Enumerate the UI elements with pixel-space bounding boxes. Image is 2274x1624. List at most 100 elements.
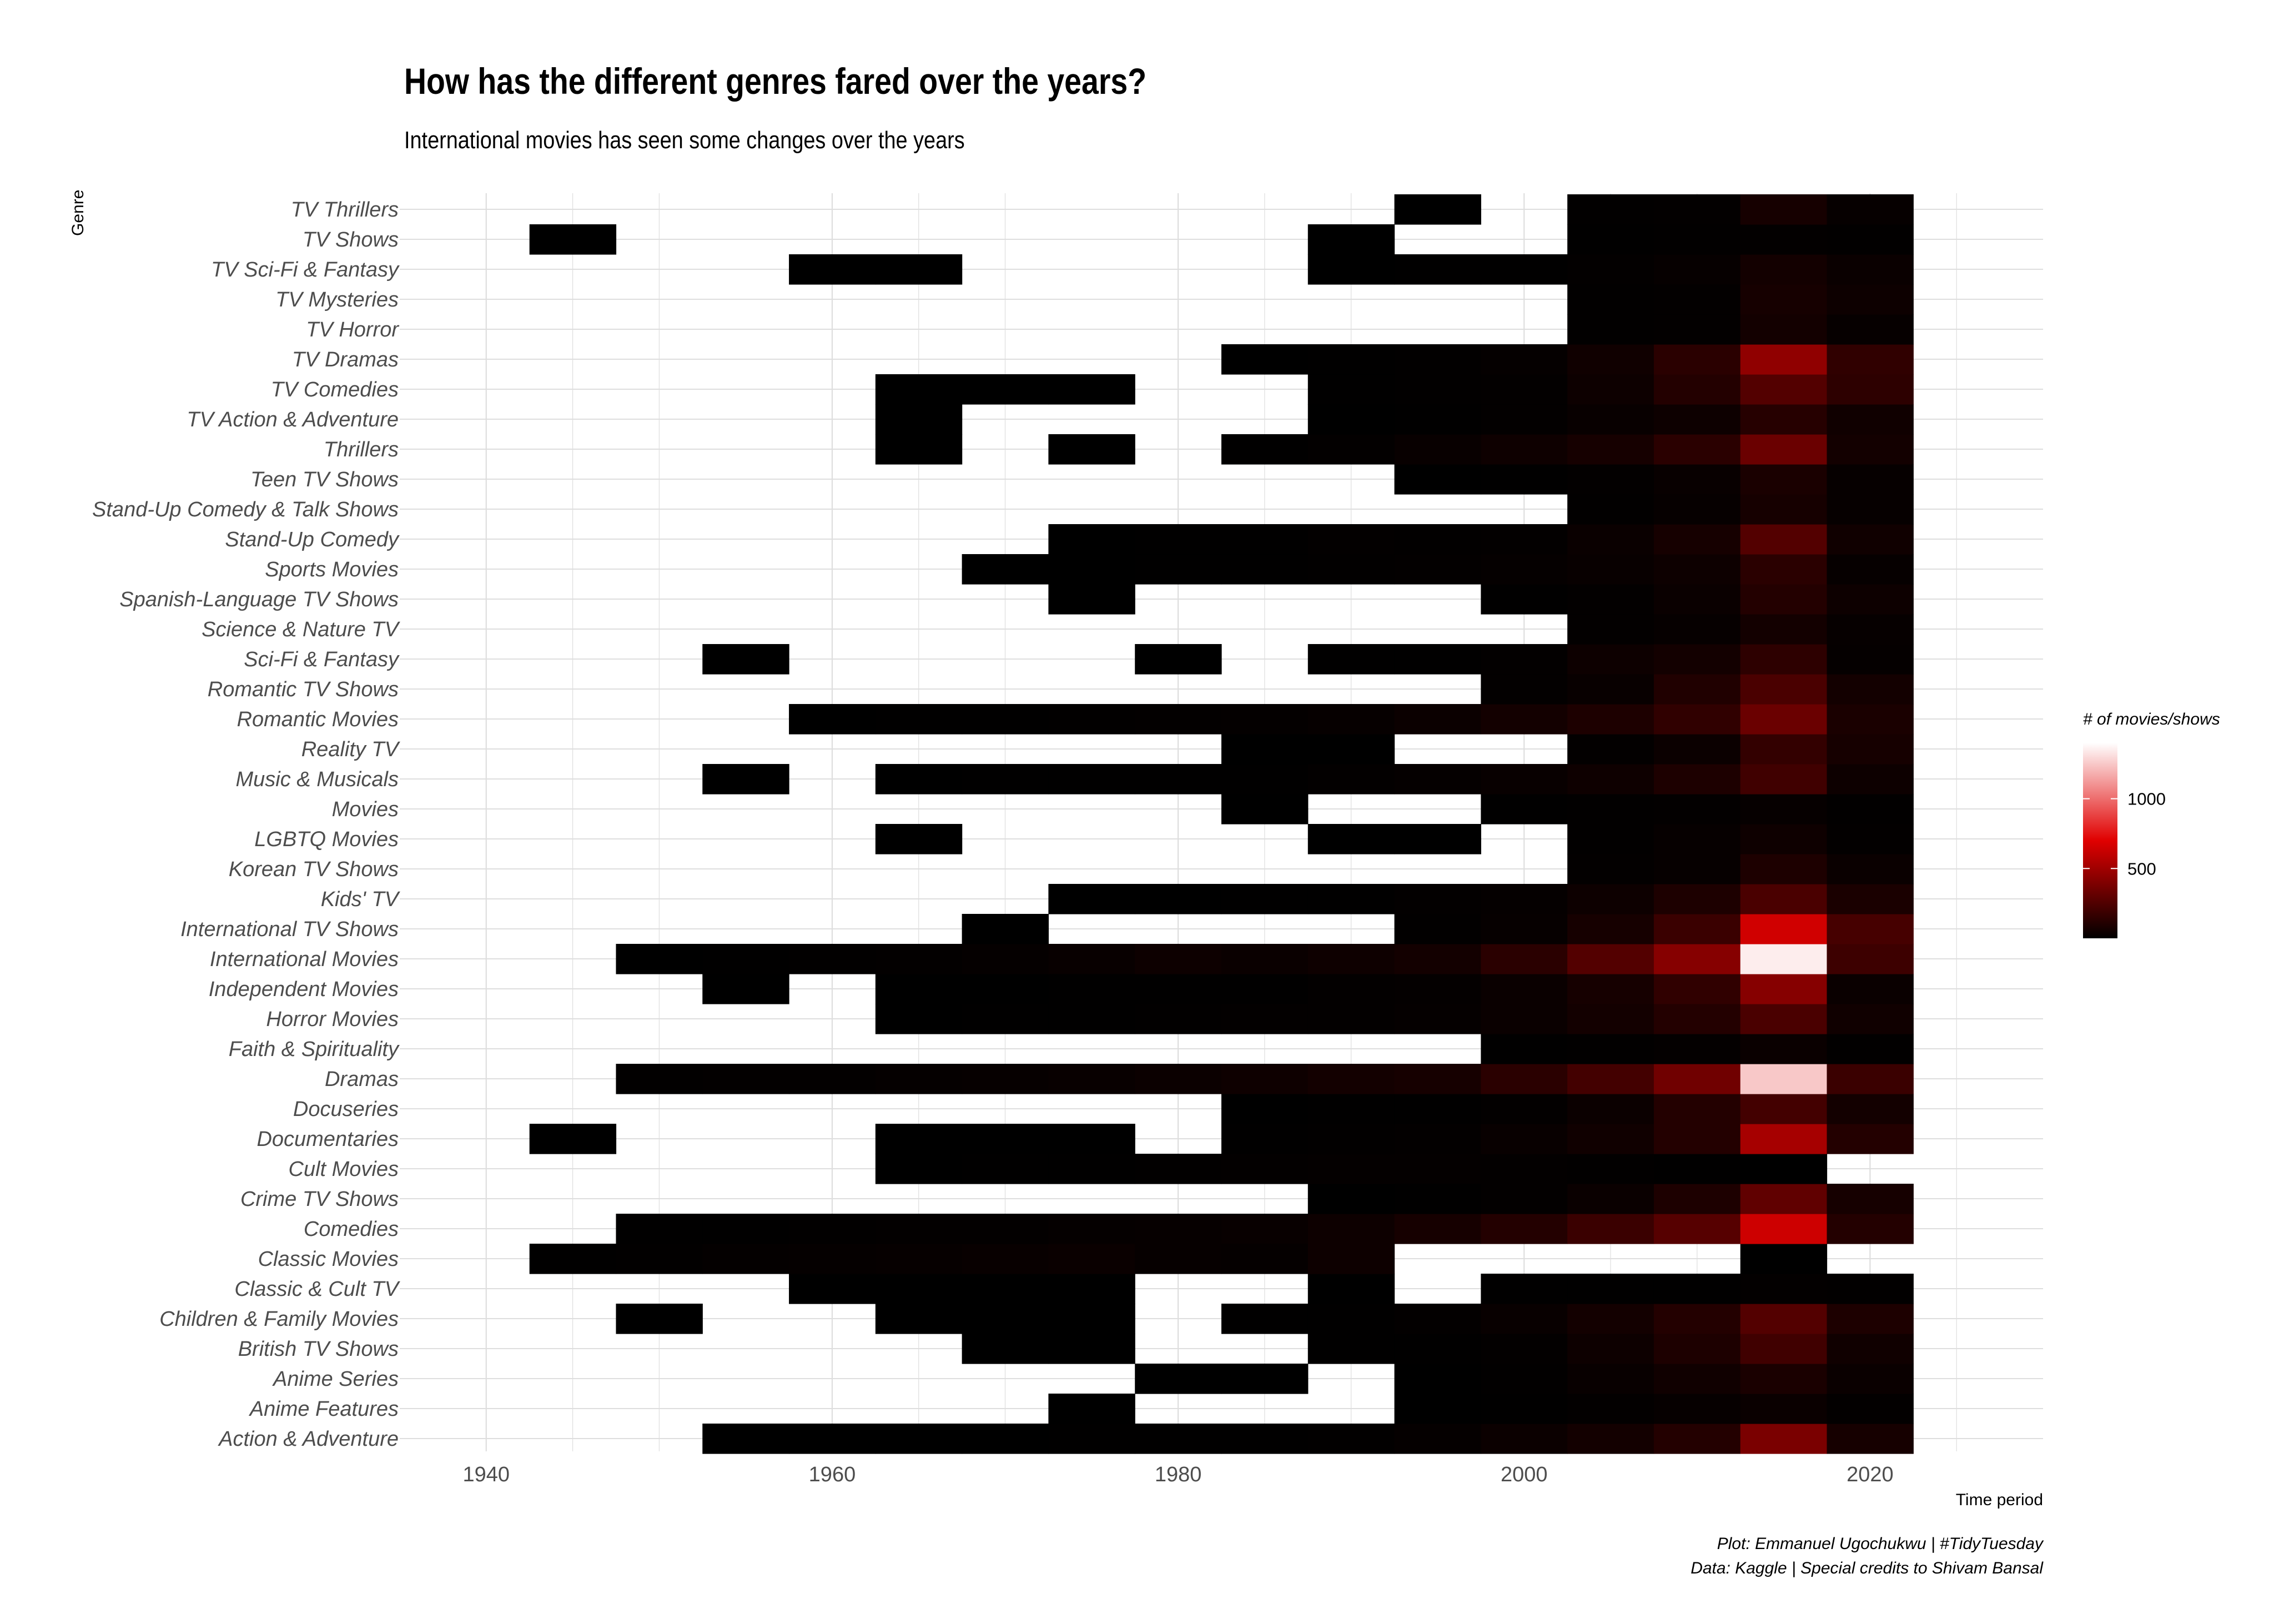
- heatmap-cell: [1653, 704, 1741, 735]
- heatmap-cell: [1048, 1394, 1135, 1424]
- heatmap-cell: [1307, 734, 1395, 765]
- heatmap-cell: [1048, 1244, 1135, 1274]
- heatmap-cell: [962, 764, 1049, 795]
- heatmap-cell: [1135, 704, 1222, 735]
- y-tick-label: Faith & Spirituality: [229, 1038, 400, 1061]
- heatmap-cell: [1740, 1124, 1828, 1154]
- y-tick-label: Romantic Movies: [237, 708, 399, 731]
- x-tick-label: 1980: [1155, 1463, 1202, 1486]
- heatmap-cell: [1567, 1034, 1654, 1064]
- heatmap-cell: [1740, 404, 1828, 435]
- heatmap-cell: [1827, 1274, 1914, 1304]
- heatmap-cell: [1394, 644, 1481, 675]
- heatmap-cell: [1827, 314, 1914, 345]
- heatmap-cell: [1653, 764, 1741, 795]
- heatmap-cell: [1653, 1424, 1741, 1454]
- heatmap-cell: [1221, 734, 1309, 765]
- heatmap-cell: [1394, 1394, 1481, 1424]
- heatmap-cell: [1827, 434, 1914, 465]
- heatmap-cell: [1827, 374, 1914, 405]
- heatmap-cell: [1740, 1364, 1828, 1394]
- caption-credits: Plot: Emmanuel Ugochukwu | #TidyTuesday: [1717, 1535, 2044, 1553]
- heatmap-cell: [1481, 1094, 1568, 1124]
- heatmap-cell: [1221, 1424, 1309, 1454]
- heatmap-cell: [1221, 554, 1309, 585]
- heatmap-cell: [1567, 974, 1654, 1004]
- heatmap-cell: [875, 1124, 963, 1154]
- heatmap-cell: [1653, 1184, 1741, 1214]
- heatmap-cell: [1827, 944, 1914, 974]
- heatmap-cell: [1307, 1124, 1395, 1154]
- heatmap-cell: [1221, 1214, 1309, 1244]
- chart-subtitle: International movies has seen some chang…: [404, 127, 965, 154]
- y-tick-label: Comedies: [304, 1218, 399, 1241]
- heatmap-cell: [1827, 764, 1914, 795]
- heatmap-cell: [1481, 1004, 1568, 1034]
- heatmap-cell: [1827, 494, 1914, 525]
- heatmap-cell: [1740, 1094, 1828, 1124]
- heatmap-cell: [1740, 1394, 1828, 1424]
- heatmap-cell: [1567, 254, 1654, 285]
- heatmap-cell: [1740, 494, 1828, 525]
- y-tick-label: Spanish-Language TV Shows: [119, 588, 399, 611]
- heatmap-cell: [1653, 1214, 1741, 1244]
- heatmap-cell: [1307, 1274, 1395, 1304]
- heatmap-cell: [1827, 1304, 1914, 1334]
- heatmap-cell: [962, 374, 1049, 405]
- heatmap-cell: [1567, 1004, 1654, 1034]
- heatmap-cell: [1827, 914, 1914, 944]
- heatmap-cell: [875, 254, 963, 285]
- heatmap-cell: [1481, 464, 1568, 495]
- heatmap-cell: [1135, 884, 1222, 914]
- heatmap-cell: [1653, 1394, 1741, 1424]
- y-tick-label: Stand-Up Comedy & Talk Shows: [92, 498, 399, 521]
- heatmap-cell: [1827, 344, 1914, 375]
- heatmap-cell: [1740, 764, 1828, 795]
- heatmap-cell: [1394, 914, 1481, 944]
- heatmap-cell: [1567, 194, 1654, 225]
- heatmap-cell: [1740, 884, 1828, 914]
- heatmap-cell: [1221, 524, 1309, 555]
- heatmap-cell: [962, 1154, 1049, 1184]
- heatmap-cell: [1827, 794, 1914, 824]
- heatmap-cell: [1740, 1274, 1828, 1304]
- heatmap-cell: [1653, 404, 1741, 435]
- heatmap-cell: [1827, 614, 1914, 645]
- heatmap-cell: [1740, 224, 1828, 255]
- heatmap-cell: [962, 914, 1049, 944]
- heatmap-cell: [1135, 1154, 1222, 1184]
- heatmap-cell: [875, 434, 963, 465]
- heatmap-cell: [875, 824, 963, 854]
- heatmap-cell: [1740, 794, 1828, 824]
- heatmap-cell: [1394, 434, 1481, 465]
- heatmap-cell: [1394, 1004, 1481, 1034]
- heatmap-cell: [702, 644, 789, 675]
- y-tick-label: Kids' TV: [321, 888, 401, 911]
- heatmap-cell: [1653, 1034, 1741, 1064]
- y-tick-label: Crime TV Shows: [240, 1188, 399, 1211]
- heatmap-cell: [1221, 974, 1309, 1004]
- heatmap-cell: [1740, 644, 1828, 675]
- heatmap-cell: [789, 1214, 876, 1244]
- heatmap-cell: [1307, 1214, 1395, 1244]
- heatmap-cell: [1394, 884, 1481, 914]
- heatmap-cell: [1481, 584, 1568, 615]
- heatmap-cell: [1048, 1004, 1135, 1034]
- heatmap-cell: [1740, 914, 1828, 944]
- heatmap-cell: [789, 254, 876, 285]
- heatmap-cell: [1740, 1214, 1828, 1244]
- heatmap-cell: [1394, 254, 1481, 285]
- heatmap-cell: [1567, 704, 1654, 735]
- heatmap-cell: [1653, 1334, 1741, 1364]
- heatmap-cell: [1740, 824, 1828, 854]
- heatmap-cell: [1394, 1424, 1481, 1454]
- heatmap-cell: [789, 704, 876, 735]
- y-tick-label: International TV Shows: [180, 918, 399, 941]
- heatmap-cell: [1653, 1124, 1741, 1154]
- heatmap-cell: [702, 1214, 789, 1244]
- heatmap-cell: [1653, 1064, 1741, 1094]
- y-tick-label: LGBTQ Movies: [254, 828, 399, 851]
- legend-tick-label: 500: [2127, 859, 2156, 878]
- heatmap-cell: [1048, 1154, 1135, 1184]
